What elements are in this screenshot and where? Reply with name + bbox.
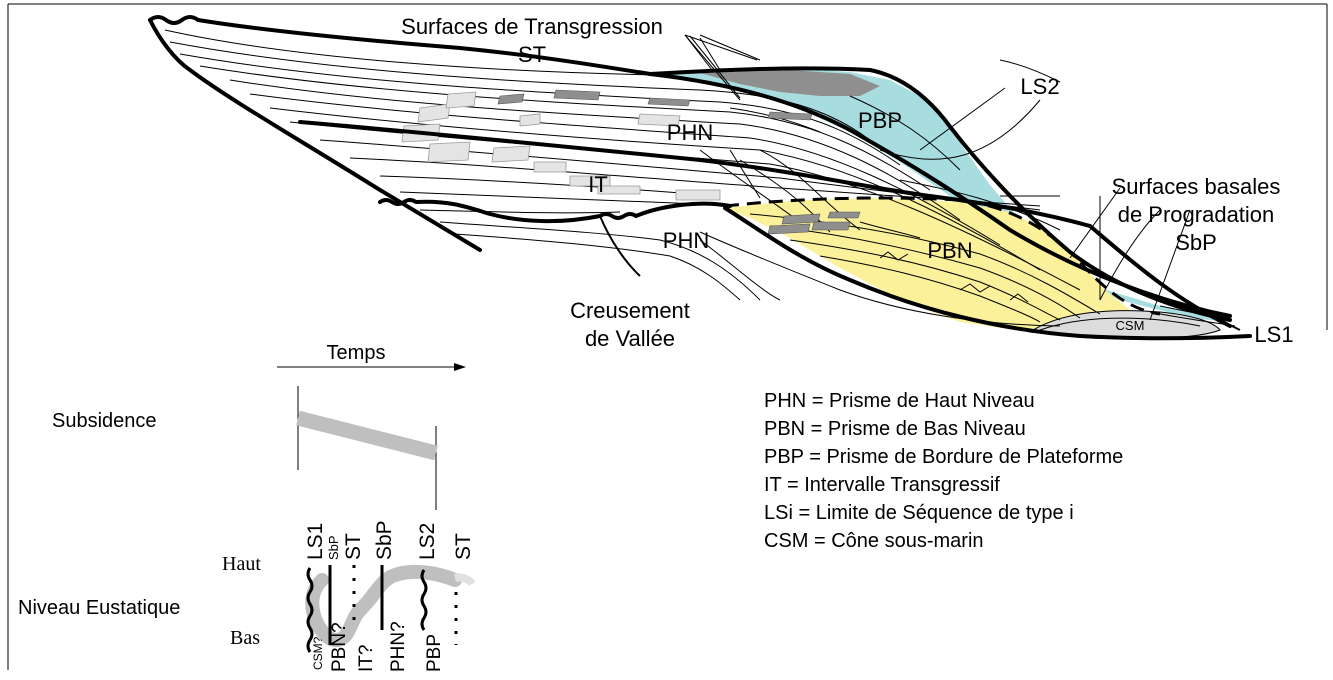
label-de-vallee: de Vallée: [585, 326, 675, 351]
label-st: ST: [518, 42, 546, 67]
legend-phn: PHN = Prisme de Haut Niveau: [764, 390, 1035, 412]
legend-pbn: PBN = Prisme de Bas Niveau: [764, 418, 1026, 440]
niveau-eustatique-label: Niveau Eustatique: [18, 597, 180, 619]
bas-label: Bas: [230, 627, 260, 649]
top-label-ls2: LS2: [416, 523, 439, 560]
timeline-panel: Temps Subsidence LS1 SbP ST SbP LS2 ST H…: [18, 342, 476, 672]
subsidence-band: [296, 410, 438, 461]
legend: PHN = Prisme de Haut Niveau PBN = Prisme…: [764, 390, 1123, 552]
label-ls2: LS2: [1020, 74, 1059, 99]
stratal-lines: [164, 29, 1236, 327]
bottom-label-phn: PHN?: [388, 621, 409, 672]
bottom-label-pbn: PBN?: [329, 622, 350, 672]
temps-label: Temps: [327, 342, 386, 364]
light-blocks: [401, 91, 721, 201]
label-it: IT: [588, 172, 608, 197]
label-surfaces-transgression: Surfaces de Transgression: [401, 14, 663, 39]
top-label-sbp-small: SbP: [326, 535, 341, 560]
legend-it: IT = Intervalle Transgressif: [764, 474, 1000, 496]
label-ls1: LS1: [1254, 322, 1293, 347]
subsidence-label: Subsidence: [52, 410, 157, 432]
label-pbp: PBP: [858, 108, 902, 133]
bold-surfaces: [148, 15, 1252, 341]
bottom-label-csm: CSM?: [311, 636, 325, 670]
bottom-label-pbp: PBP: [424, 634, 445, 672]
label-surfaces-basales: Surfaces basales: [1112, 174, 1281, 199]
bottom-label-it: IT?: [356, 645, 377, 672]
label-pbn: PBN: [927, 238, 972, 263]
time-arrow-head: [454, 363, 466, 371]
cross-section-labels: Surfaces de Transgression ST LS2 PBP PHN…: [401, 14, 1293, 351]
ls1-wavy-line: [306, 567, 314, 653]
haut-label: Haut: [222, 553, 261, 575]
eustatic-curve: [305, 564, 462, 648]
legend-csm: CSM = Cône sous-marin: [764, 530, 984, 552]
legend-lsi: LSi = Limite de Séquence de type i: [764, 502, 1074, 524]
eustatic-curve-tail: [453, 573, 476, 587]
label-phn-upper: PHN: [667, 120, 713, 145]
top-label-st2: ST: [452, 533, 475, 560]
pbn-prism: [725, 198, 1130, 332]
timeline-top-labels: LS1 SbP ST SbP LS2 ST: [304, 520, 475, 560]
label-sbp: SbP: [1175, 230, 1217, 255]
top-label-st: ST: [342, 533, 365, 560]
label-de-progradation: de Progradation: [1118, 202, 1275, 227]
top-label-ls1: LS1: [304, 523, 327, 560]
timeline-bottom-labels: CSM? PBN? IT? PHN? PBP: [311, 621, 445, 672]
label-phn-lower: PHN: [663, 228, 709, 253]
dark-blocks: [497, 89, 861, 235]
label-creusement: Creusement: [570, 298, 690, 323]
pbp-gray-cap: [700, 70, 880, 96]
legend-pbp: PBP = Prisme de Bordure de Plateforme: [764, 446, 1123, 468]
leader-lines: [684, 34, 1121, 300]
top-label-sbp: SbP: [373, 520, 396, 560]
ls2-wavy-line: [420, 569, 428, 631]
label-csm: CSM: [1116, 318, 1145, 333]
cross-section: Surfaces de Transgression ST LS2 PBP PHN…: [148, 14, 1294, 351]
